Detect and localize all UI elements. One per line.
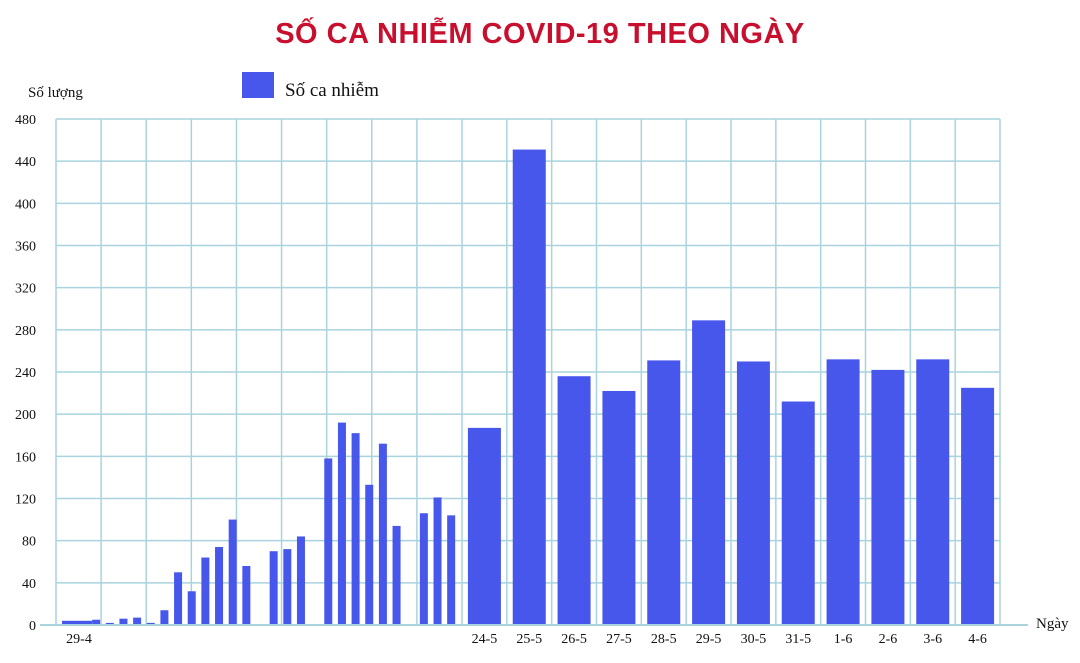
bar (201, 557, 210, 625)
bar (215, 546, 224, 625)
x-tick-label: 3-6 (923, 632, 942, 647)
chart-title: SỐ CA NHIỄM COVID-19 THEO NGÀY (275, 18, 805, 50)
bar (467, 427, 501, 625)
bar (351, 433, 360, 625)
bar (62, 620, 92, 625)
y-axis-label: Số lượng (28, 85, 83, 101)
bar (736, 361, 770, 625)
legend: Số ca nhiễm (242, 72, 379, 101)
bar (871, 369, 905, 625)
legend-label: Số ca nhiễm (285, 80, 379, 101)
x-tick-label: 2-6 (879, 632, 898, 647)
bar (133, 617, 142, 625)
bar (378, 443, 387, 625)
bar (961, 387, 995, 625)
bar (781, 401, 815, 625)
y-tick-label: 200 (15, 408, 36, 423)
y-tick-label: 40 (22, 577, 36, 592)
y-tick-label: 160 (15, 450, 36, 465)
x-tick-label: 31-5 (785, 632, 811, 647)
bar (433, 497, 442, 625)
y-tick-label: 320 (15, 282, 36, 297)
x-tick-label: 25-5 (516, 632, 542, 647)
bar (174, 572, 183, 625)
bar (447, 515, 456, 625)
x-tick-label: 28-5 (651, 632, 677, 647)
bar (160, 610, 169, 625)
bar (269, 551, 278, 625)
bar (826, 359, 860, 625)
bar (296, 536, 305, 625)
bar (92, 619, 101, 625)
x-tick-label: 1-6 (834, 632, 853, 647)
bar (602, 390, 636, 625)
y-tick-label: 0 (29, 619, 36, 634)
bar (324, 458, 333, 625)
bar (557, 376, 591, 625)
bar (337, 422, 346, 625)
bar (647, 360, 681, 625)
y-tick-labels: 0 40 80 120 160 200 240 280 320 360 400 440 480 (15, 113, 36, 634)
y-tick-label: 120 (15, 493, 36, 508)
bar (512, 149, 546, 625)
x-tick-label: 26-5 (561, 632, 587, 647)
y-tick-label: 240 (15, 366, 36, 381)
bar (692, 320, 726, 625)
x-tick-label: 29-4 (66, 632, 92, 647)
bar (228, 519, 237, 625)
y-tick-label: 360 (15, 240, 36, 255)
bar (392, 525, 401, 625)
x-tick-label: 27-5 (606, 632, 632, 647)
bar (187, 591, 196, 625)
y-tick-label: 440 (15, 155, 36, 170)
bar (119, 618, 128, 625)
x-tick-label: 30-5 (741, 632, 767, 647)
bar (242, 565, 251, 625)
y-tick-label: 400 (15, 197, 36, 212)
bar (105, 622, 114, 625)
bar (283, 549, 292, 625)
bars (62, 149, 995, 625)
bar (419, 513, 428, 625)
bar (146, 622, 155, 625)
bar (916, 359, 950, 625)
legend-swatch (242, 72, 274, 98)
y-tick-label: 80 (22, 535, 36, 550)
x-tick-label: 29-5 (696, 632, 722, 647)
x-axis-label: Ngày (1036, 616, 1069, 632)
y-tick-label: 480 (15, 113, 36, 128)
y-tick-label: 280 (15, 324, 36, 339)
bar (365, 484, 374, 625)
x-tick-label: 4-6 (968, 632, 987, 647)
x-tick-labels: 29-4 24-5 25-5 26-5 27-5 28-5 29-5 30-5 31-5 1-6 2… (66, 632, 987, 647)
x-tick-label: 24-5 (472, 632, 498, 647)
